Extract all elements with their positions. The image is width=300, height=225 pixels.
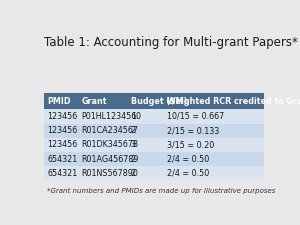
Text: 2: 2	[131, 169, 136, 178]
Bar	[164, 166, 264, 180]
Text: P01HL123456: P01HL123456	[81, 112, 136, 121]
Text: *Grant numbers and PMIDs are made up for illustrative purposes: *Grant numbers and PMIDs are made up for…	[47, 188, 275, 194]
Bar	[44, 124, 79, 138]
Bar	[164, 109, 264, 124]
Text: 123456: 123456	[47, 140, 77, 149]
Bar	[44, 152, 79, 166]
Text: 2/15 = 0.133: 2/15 = 0.133	[167, 126, 219, 135]
Bar	[128, 109, 164, 124]
Bar	[164, 93, 264, 109]
Bar	[164, 152, 264, 166]
Text: 3/15 = 0.20: 3/15 = 0.20	[167, 140, 214, 149]
Text: 10/15 = 0.667: 10/15 = 0.667	[167, 112, 224, 121]
Bar	[44, 93, 79, 109]
Bar	[128, 93, 164, 109]
Text: 10: 10	[131, 112, 141, 121]
Text: 2/4 = 0.50: 2/4 = 0.50	[167, 155, 209, 164]
Text: Table 1: Accounting for Multi-grant Papers*: Table 1: Accounting for Multi-grant Pape…	[44, 36, 298, 49]
Text: 2: 2	[131, 126, 136, 135]
Bar	[79, 166, 128, 180]
Bar	[44, 109, 79, 124]
Bar	[44, 166, 79, 180]
Bar	[164, 124, 264, 138]
Text: 654321: 654321	[47, 155, 77, 164]
Text: 123456: 123456	[47, 126, 77, 135]
Bar	[79, 138, 128, 152]
Bar	[164, 138, 264, 152]
Text: R01CA234567: R01CA234567	[81, 126, 138, 135]
Text: 654321: 654321	[47, 169, 77, 178]
Text: Weighted RCR credited to Grant: Weighted RCR credited to Grant	[167, 97, 300, 106]
Bar	[79, 93, 128, 109]
Bar	[128, 124, 164, 138]
Bar	[128, 166, 164, 180]
Text: Grant: Grant	[81, 97, 107, 106]
Bar	[44, 138, 79, 152]
Bar	[128, 152, 164, 166]
Text: 2: 2	[131, 155, 136, 164]
Text: PMID: PMID	[47, 97, 71, 106]
Text: Budget ($M): Budget ($M)	[131, 97, 187, 106]
Bar	[79, 152, 128, 166]
Text: 123456: 123456	[47, 112, 77, 121]
Text: R01AG456789: R01AG456789	[81, 155, 139, 164]
Text: 3: 3	[131, 140, 136, 149]
Bar	[79, 124, 128, 138]
Bar	[79, 109, 128, 124]
Text: R01DK345678: R01DK345678	[81, 140, 138, 149]
Bar	[128, 138, 164, 152]
Text: R01NS567890: R01NS567890	[81, 169, 138, 178]
Text: 2/4 = 0.50: 2/4 = 0.50	[167, 169, 209, 178]
